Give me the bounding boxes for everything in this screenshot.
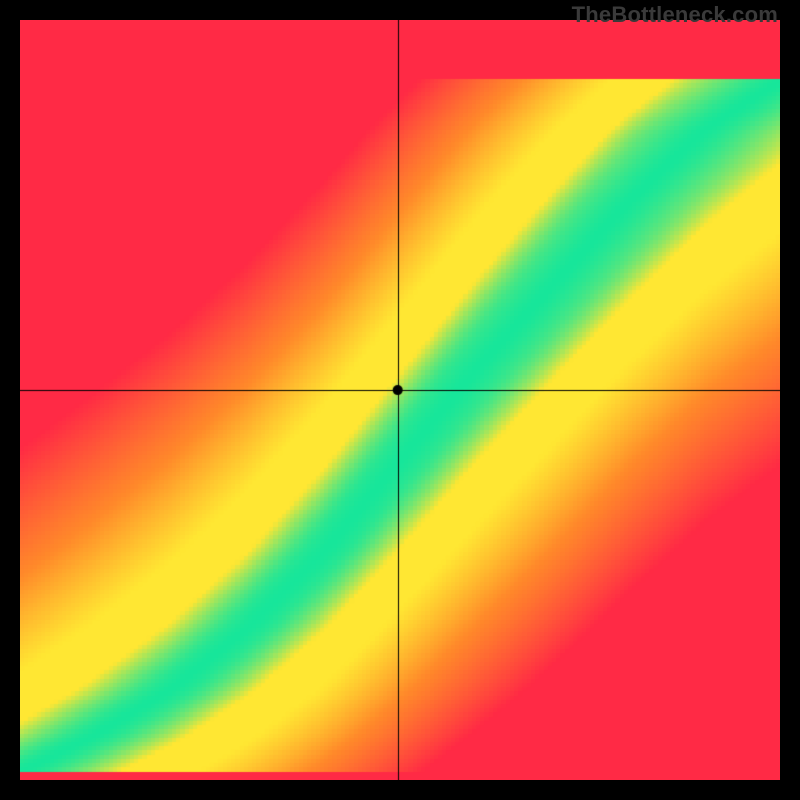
chart-container: TheBottleneck.com xyxy=(0,0,800,800)
watermark-text: TheBottleneck.com xyxy=(572,2,778,28)
heatmap-plot xyxy=(20,20,780,780)
heatmap-canvas xyxy=(20,20,780,780)
